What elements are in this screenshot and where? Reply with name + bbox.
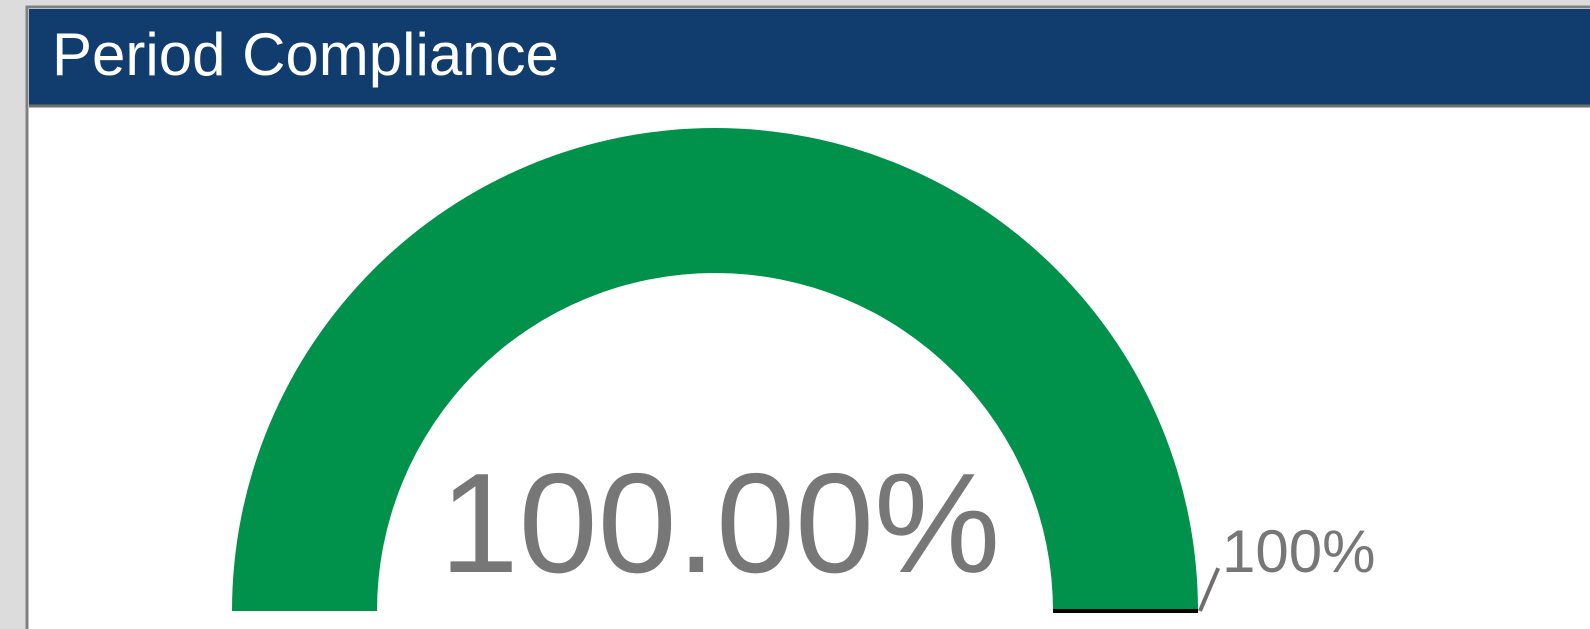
target-marker <box>1198 567 1221 612</box>
value-label: 100.00% <box>440 444 1001 603</box>
panel-header <box>29 9 1590 105</box>
target-label: 100% <box>1222 518 1375 585</box>
chart-title: Period Compliance <box>52 21 559 88</box>
gauge-arc <box>232 128 1198 611</box>
